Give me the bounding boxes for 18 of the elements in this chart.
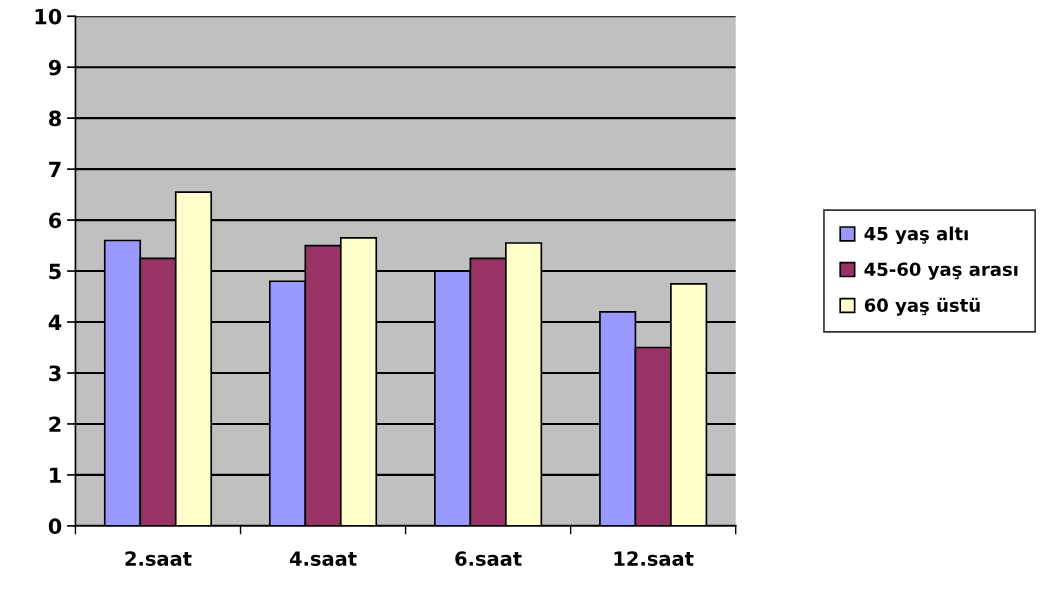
y-tick-label: 5 — [49, 263, 61, 280]
y-tick-label: 2 — [49, 416, 61, 432]
y-tick-label: 1 — [50, 467, 61, 483]
legend-label: 45 yaş altı — [864, 226, 968, 245]
x-tick-label: 4.saat — [289, 551, 357, 566]
x-tick-label: 6.saat — [455, 551, 522, 566]
y-tick-label: 9 — [48, 59, 61, 76]
y-tick-label: 6 — [49, 212, 62, 229]
legend-label: 60 yaş üstü — [864, 297, 980, 316]
y-tick-label: 3 — [49, 365, 61, 382]
y-tick-label: 4 — [48, 314, 62, 330]
y-tick-label: 7 — [49, 161, 61, 178]
x-tick-label: 12.saat — [614, 551, 694, 566]
y-tick-label: 10 — [35, 8, 62, 25]
y-tick-label: 0 — [48, 518, 62, 535]
y-tick-label: 8 — [49, 110, 61, 127]
legend-label: 45-60 yaş arası — [864, 262, 1018, 280]
x-tick-label: 2.saat — [125, 551, 192, 566]
